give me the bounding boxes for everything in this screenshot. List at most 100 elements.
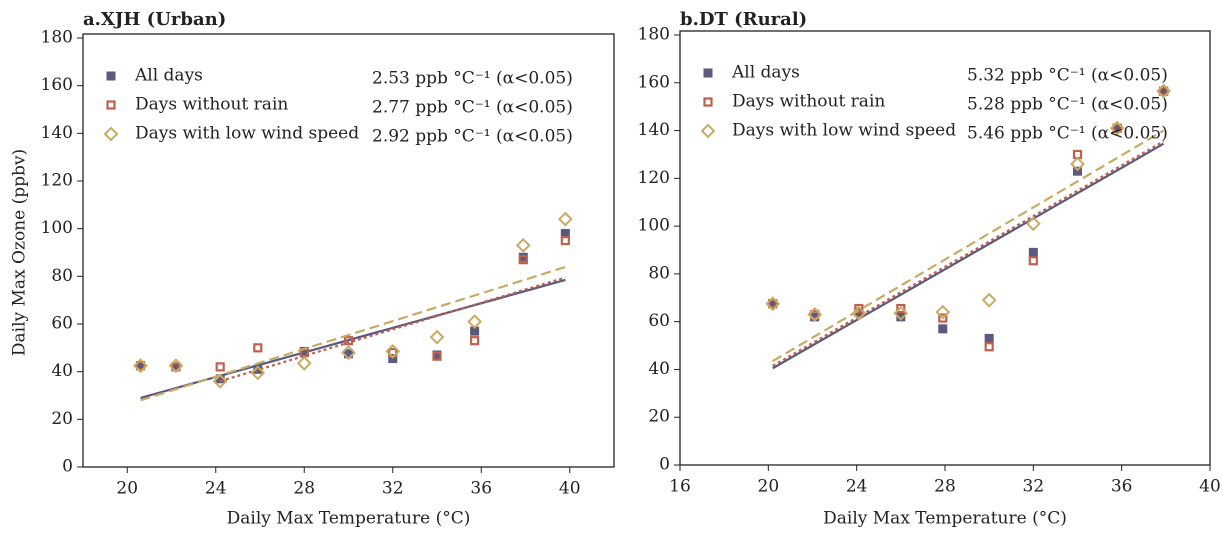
point	[1028, 256, 1038, 266]
y-tick-label: 120	[41, 171, 73, 191]
point	[136, 361, 146, 371]
x-tick-label: 24	[846, 477, 868, 497]
point	[768, 299, 778, 309]
x-tick-label: 36	[470, 479, 492, 499]
point	[768, 299, 778, 309]
point	[1159, 86, 1169, 96]
trend-line	[772, 129, 1165, 363]
y-tick-label: 120	[638, 168, 670, 188]
x-axis-label: Daily Max Temperature (°C)	[227, 509, 471, 529]
point	[981, 292, 997, 308]
trend-line	[772, 142, 1165, 370]
trend-line	[219, 276, 566, 383]
x-tick-label: 28	[293, 479, 315, 499]
legend-marker	[106, 71, 116, 81]
point	[851, 305, 867, 321]
point	[1070, 156, 1085, 172]
point	[765, 296, 781, 312]
point	[341, 345, 356, 361]
point	[344, 349, 353, 359]
annotation: 5.32 ppb °C⁻¹ (α<0.05)	[967, 66, 1168, 86]
y-axis-label: Daily Max Ozone (ppbv)	[10, 149, 30, 356]
point	[560, 235, 570, 246]
y-tick-label: 40	[648, 359, 670, 379]
point	[1159, 86, 1169, 96]
legend-label: All days	[134, 66, 203, 86]
x-tick-label: 36	[1111, 477, 1133, 497]
point	[515, 237, 531, 253]
y-tick-label: 180	[638, 25, 670, 45]
y-tick-label: 60	[648, 311, 670, 331]
x-tick-label: 32	[1023, 477, 1045, 497]
point	[215, 374, 225, 384]
legend-marker	[103, 126, 119, 142]
y-tick-label: 160	[41, 75, 73, 95]
y-tick-label: 160	[638, 72, 670, 92]
point	[296, 355, 312, 371]
point	[385, 343, 401, 359]
point	[253, 343, 263, 353]
point	[1112, 123, 1122, 133]
point	[1109, 120, 1125, 136]
x-axis-label: Daily Max Temperature (°C)	[823, 509, 1067, 529]
point	[984, 342, 994, 352]
y-tick-label: 60	[51, 314, 73, 334]
y-tick-label: 20	[51, 409, 73, 429]
annotation: 5.28 ppb °C⁻¹ (α<0.05)	[967, 95, 1168, 115]
annotation: 2.77 ppb °C⁻¹ (α<0.05)	[372, 98, 573, 118]
y-tick-label: 100	[41, 218, 73, 238]
point	[854, 303, 864, 314]
y-tick-label: 80	[648, 263, 670, 283]
trend-line	[140, 264, 571, 402]
point	[432, 350, 442, 360]
point	[938, 313, 948, 323]
y-tick-label: 180	[41, 28, 73, 48]
point	[984, 333, 994, 343]
legend-label: Days without rain	[732, 92, 885, 112]
point	[299, 346, 309, 356]
legend-label: Days without rain	[135, 95, 288, 115]
legend-label: Days with low wind speed	[135, 124, 359, 144]
point	[938, 324, 948, 334]
annotation: 2.53 ppb °C⁻¹ (α<0.05)	[372, 69, 573, 89]
point	[1028, 247, 1038, 257]
legend-marker	[703, 68, 713, 78]
point	[470, 336, 480, 346]
point	[135, 361, 146, 371]
point	[893, 305, 909, 321]
legend-marker	[106, 100, 116, 110]
point	[557, 211, 573, 227]
y-tick-label: 100	[638, 216, 670, 236]
point	[896, 303, 906, 314]
chart-title: a.XJH (Urban)	[83, 9, 226, 30]
point	[212, 373, 228, 389]
y-tick-label: 0	[62, 457, 73, 477]
point	[467, 314, 483, 330]
point	[1112, 123, 1122, 133]
legend-marker	[703, 97, 713, 107]
point	[343, 336, 354, 346]
point	[935, 304, 951, 320]
point	[250, 365, 266, 381]
annotation: 5.46 ppb °C⁻¹ (α<0.05)	[967, 124, 1168, 144]
point	[810, 312, 820, 322]
point	[810, 309, 820, 320]
y-tick-label: 0	[659, 455, 670, 475]
point	[1025, 216, 1041, 232]
point	[171, 362, 181, 372]
point	[168, 358, 184, 374]
y-tick-label: 40	[51, 361, 73, 381]
x-tick-label: 28	[934, 477, 956, 497]
legend-label: All days	[731, 63, 800, 83]
y-tick-label: 80	[51, 266, 73, 286]
trend-line	[772, 140, 1165, 367]
legend-label: Days with low wind speed	[732, 121, 956, 141]
x-tick-label: 16	[669, 477, 691, 497]
x-tick-label: 20	[758, 477, 780, 497]
x-tick-label: 40	[1199, 477, 1221, 497]
x-tick-label: 24	[205, 479, 227, 499]
point	[518, 255, 528, 265]
annotation: 2.92 ppb °C⁻¹ (α<0.05)	[372, 127, 573, 147]
y-tick-label: 140	[41, 123, 73, 143]
